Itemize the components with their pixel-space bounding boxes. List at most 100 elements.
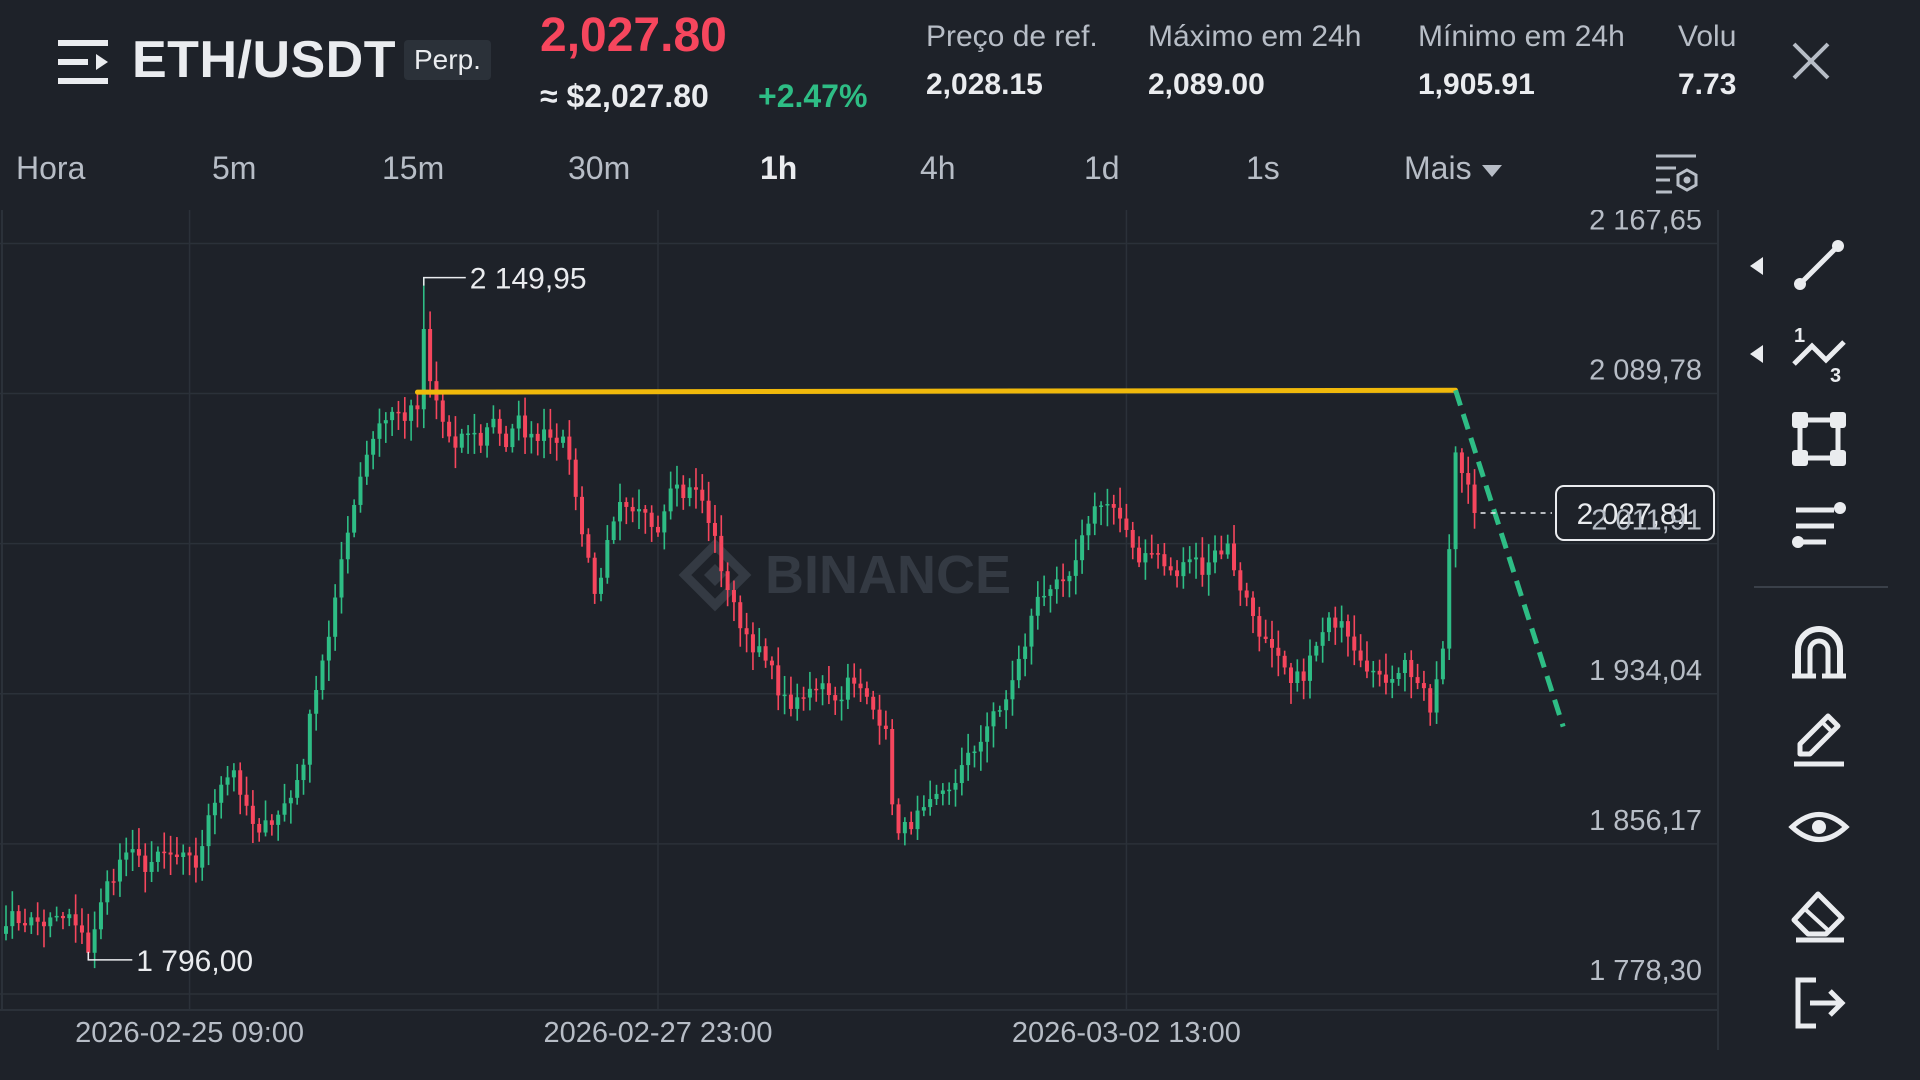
candle (1251, 591, 1256, 634)
candle (1390, 665, 1395, 699)
candle (1263, 619, 1268, 644)
candle-body (1364, 660, 1369, 672)
candle (352, 499, 357, 538)
candlestick-chart[interactable]: BINANCE 2 149,95 1 796,00 2 027,81 2 167,6… (0, 204, 1720, 1050)
candle (1358, 634, 1363, 668)
candle-body (940, 790, 945, 794)
caret-left-icon[interactable] (1750, 345, 1763, 363)
magnet-icon[interactable] (1786, 618, 1852, 684)
candle (491, 405, 496, 434)
candle (41, 909, 46, 948)
candle (200, 829, 205, 881)
candle-body (1010, 680, 1015, 700)
candle (991, 702, 996, 748)
text-settings-icon[interactable] (1786, 494, 1852, 560)
pencil-icon[interactable] (1786, 706, 1852, 772)
candle-body (801, 697, 806, 699)
candle (554, 423, 559, 461)
chart-area[interactable]: BINANCE 2 149,95 1 796,00 2 027,81 2 167,6… (0, 204, 1720, 1050)
tab-hora[interactable]: Hora (16, 150, 86, 186)
candle (985, 712, 990, 763)
caret-left-icon[interactable] (1750, 257, 1763, 275)
candle-body (1004, 699, 1009, 711)
candle (4, 905, 8, 941)
candle-body (1276, 647, 1281, 656)
candle (1352, 615, 1357, 666)
chart-settings-icon[interactable] (1652, 150, 1700, 198)
candle (801, 686, 806, 711)
tab-5m[interactable]: 5m (212, 150, 257, 186)
candle-body (504, 433, 509, 448)
candle (231, 763, 236, 792)
candle (1396, 667, 1401, 686)
tab-30m[interactable]: 30m (568, 150, 631, 186)
tab-more[interactable]: Mais (1404, 150, 1502, 187)
candle (187, 846, 192, 876)
candle-body (1156, 553, 1161, 555)
candle (1276, 630, 1281, 677)
exit-icon[interactable] (1786, 970, 1852, 1036)
candle (1143, 539, 1148, 580)
candle-body (1428, 688, 1433, 713)
candle (1232, 525, 1237, 577)
candle (409, 399, 414, 441)
stat-value: 2,028.15 (926, 68, 1043, 101)
candle-body (934, 793, 939, 800)
candle (1364, 641, 1369, 679)
candle (288, 790, 293, 824)
candle (117, 843, 122, 897)
candle (1282, 650, 1287, 675)
resistance-trend-line (414, 387, 1459, 395)
candle-body (890, 728, 895, 805)
trend-line-icon[interactable] (1786, 232, 1852, 298)
candle-body (1105, 504, 1110, 506)
candle (1086, 516, 1091, 551)
candle-body (383, 420, 388, 424)
candle-body (1409, 659, 1414, 678)
candle-body (1472, 484, 1477, 514)
candle-body (396, 411, 401, 414)
candle-body (1225, 543, 1230, 555)
candle-body (719, 535, 724, 572)
candle-body (1194, 557, 1199, 560)
stat-mark-price: Preço de ref. 2,028.15 (926, 20, 1098, 102)
candle-body (1440, 648, 1445, 680)
tab-1d[interactable]: 1d (1084, 150, 1120, 186)
menu-icon[interactable] (58, 38, 110, 86)
candle (719, 515, 724, 588)
eraser-icon[interactable] (1786, 882, 1852, 948)
candle (1111, 494, 1116, 525)
tab-1s[interactable]: 1s (1246, 150, 1280, 186)
candle (1187, 546, 1192, 574)
candle-body (1048, 589, 1053, 596)
candle (155, 846, 160, 872)
tab-1h[interactable]: 1h (760, 150, 798, 186)
candle-body (206, 815, 211, 847)
candle (782, 675, 787, 715)
tab-4h[interactable]: 4h (920, 150, 956, 186)
candle-body (693, 487, 698, 490)
candle-body (149, 861, 154, 872)
candle (415, 392, 420, 428)
candle (1010, 660, 1015, 716)
candle-body (415, 405, 420, 410)
candle-body (244, 794, 249, 806)
candle-body (649, 512, 654, 527)
candle (744, 612, 749, 653)
candle (504, 425, 509, 452)
fibonacci-icon[interactable]: 1 3 (1786, 320, 1852, 386)
candle-body (605, 540, 610, 578)
eye-icon[interactable] (1786, 794, 1852, 860)
candle (839, 686, 844, 721)
candle (890, 719, 895, 816)
candle-body (1459, 452, 1464, 474)
candle (542, 408, 547, 459)
candle (845, 663, 850, 710)
candle-body (320, 660, 325, 691)
candle-body (1251, 597, 1256, 617)
symbol-title[interactable]: ETH/USDT (132, 31, 396, 89)
rectangle-icon[interactable] (1786, 406, 1852, 472)
tab-15m[interactable]: 15m (382, 150, 445, 186)
close-icon[interactable] (1788, 38, 1834, 84)
candle-body (1295, 671, 1300, 684)
